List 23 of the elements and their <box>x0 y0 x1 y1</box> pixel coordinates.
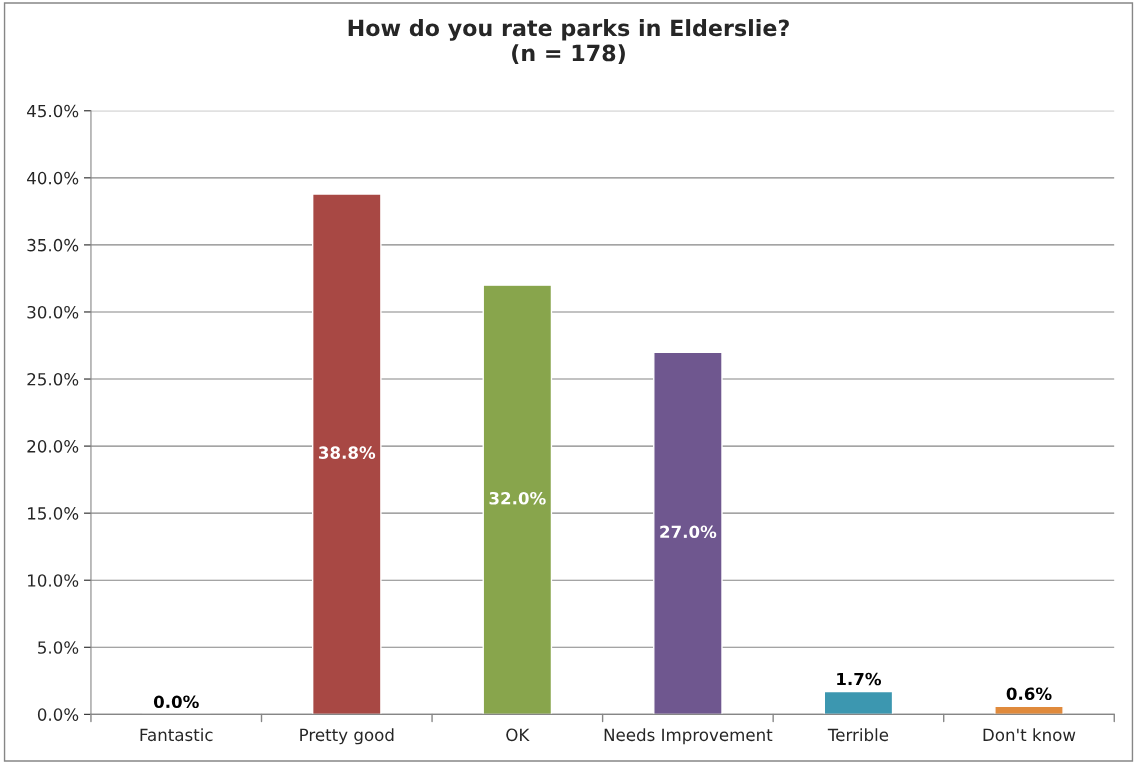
data-label: 32.0% <box>489 491 546 505</box>
data-label: 38.8% <box>318 446 376 459</box>
y-tick-label: 40.0% <box>27 171 79 185</box>
y-tick-label: 25.0% <box>27 372 79 386</box>
y-tick-label: 0.0% <box>37 708 79 721</box>
x-tick-label: OK <box>506 728 530 742</box>
y-tick-label: 35.0% <box>27 238 79 252</box>
data-label: 27.0% <box>660 525 717 539</box>
x-tick-label: Fantastic <box>140 728 213 742</box>
data-label: 0.0% <box>153 695 199 709</box>
y-tick-label: 30.0% <box>27 305 79 319</box>
y-tick-label: 20.0% <box>27 440 79 453</box>
x-tick-label: Terrible <box>827 728 889 742</box>
chart-title: How do you rate parks in Elderslie? (n = 178) <box>348 19 789 64</box>
x-tick-label: Don't know <box>983 728 1076 742</box>
y-tick-label: 10.0% <box>28 574 79 587</box>
x-tick-label: Needs Improvement <box>604 728 773 745</box>
x-tick-label: Pretty good <box>300 728 394 745</box>
y-tick-label: 45.0% <box>27 104 79 118</box>
y-tick-label: 5.0% <box>38 641 79 654</box>
data-label: 1.7% <box>837 672 882 686</box>
y-tick-label: 15.0% <box>28 507 79 520</box>
data-label: 0.6% <box>1006 687 1052 701</box>
